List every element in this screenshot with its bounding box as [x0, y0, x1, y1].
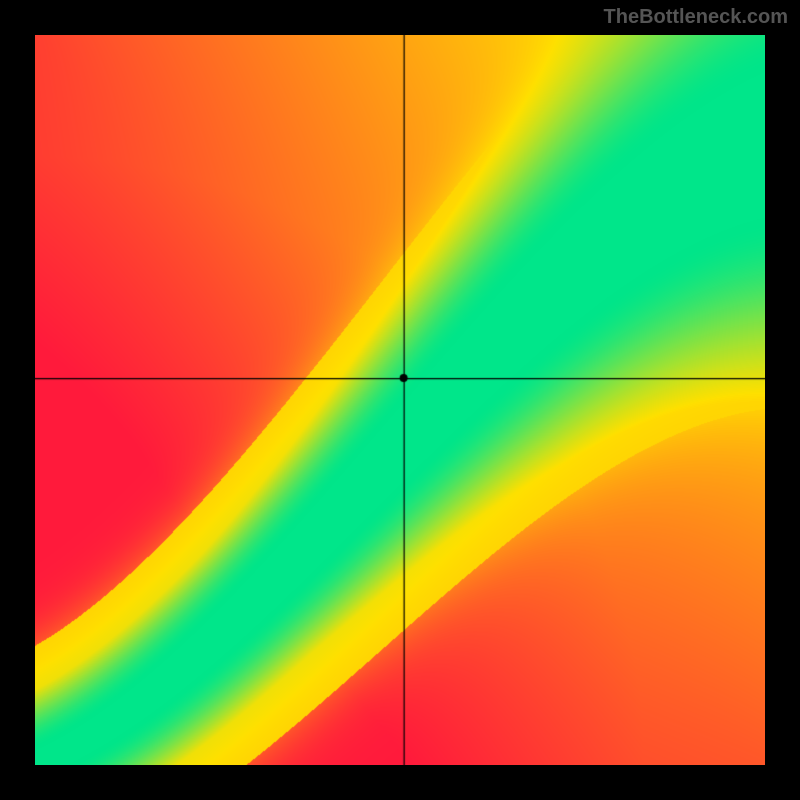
watermark-text: TheBottleneck.com: [604, 6, 788, 29]
heatmap-canvas: [35, 35, 765, 765]
plot-area: [35, 35, 765, 765]
chart-container: TheBottleneck.com: [0, 0, 800, 800]
